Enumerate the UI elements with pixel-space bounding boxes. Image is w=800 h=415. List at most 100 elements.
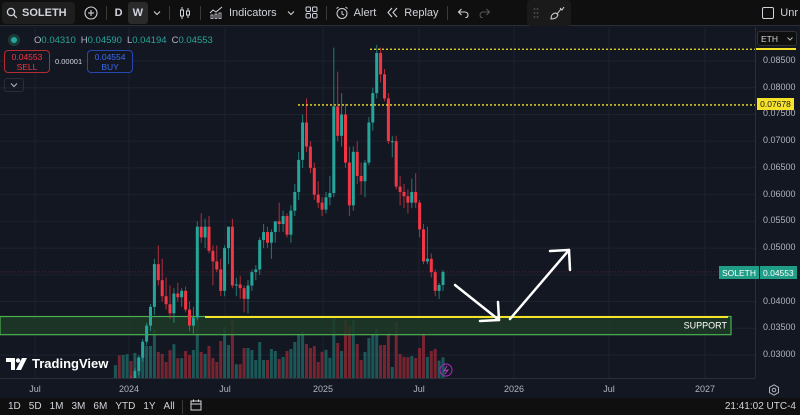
range-5d[interactable]: 5D — [28, 401, 42, 412]
tradingview-logo[interactable]: TradingView — [6, 356, 108, 371]
compare-symbol-button[interactable] — [79, 2, 103, 24]
sell-label: SELL — [16, 61, 38, 72]
top-toolbar: SOLETH D W Indicators Alert — [0, 0, 800, 26]
low-value: 0.04194 — [132, 34, 167, 46]
buy-button[interactable]: 0.04554 BUY — [87, 50, 134, 73]
close-value: 0.04553 — [178, 34, 213, 46]
divider — [325, 5, 327, 20]
right-toolbar: Unr — [762, 0, 800, 26]
price-axis[interactable]: 0.08500 0.08000 0.07500 0.07000 0.06500 0.060… — [755, 27, 800, 378]
price-tick: 0.06000 — [763, 188, 796, 199]
open-label: O — [34, 34, 42, 46]
redo-button[interactable] — [474, 2, 497, 24]
current-price-tag: SOLETH 0.04553 — [719, 266, 797, 279]
price-tick: 0.08000 — [763, 81, 796, 92]
alarm-clock-icon — [335, 6, 348, 19]
chevron-down-icon — [287, 10, 295, 15]
indicators-dropdown[interactable] — [282, 2, 300, 24]
price-tick: 0.07500 — [763, 108, 796, 119]
price-tick: 0.03000 — [763, 349, 796, 359]
interval-w-button[interactable]: W — [127, 1, 148, 24]
lightning-icon — [439, 363, 453, 377]
undo-button[interactable] — [451, 2, 474, 24]
replay-label: Replay — [404, 6, 439, 19]
alert-label: Alert — [353, 6, 377, 19]
time-tick: Jul — [413, 384, 425, 394]
redo-icon — [479, 8, 490, 18]
calendar-icon — [190, 399, 202, 411]
chart-settings-button[interactable] — [768, 383, 780, 401]
time-axis[interactable]: Jul 2024 Jul 2025 Jul 2026 Jul 2027 — [0, 378, 755, 398]
time-tick: Jul — [603, 384, 615, 394]
low-label: L — [126, 34, 133, 46]
indicators-icon — [209, 6, 223, 19]
search-icon — [6, 7, 18, 18]
gear-icon — [769, 384, 779, 396]
chart-type-button[interactable] — [173, 2, 197, 24]
divider — [199, 5, 201, 20]
level-marker-top — [756, 48, 796, 50]
indicators-button[interactable]: Indicators — [204, 2, 282, 24]
price-chart[interactable]: SUPPORT — [0, 27, 755, 378]
collapse-legend-button[interactable] — [4, 78, 24, 92]
symbol-name: SOLETH — [22, 6, 67, 19]
right-toolbar-label[interactable]: Unr — [780, 7, 798, 19]
buy-price: 0.04554 — [94, 51, 126, 62]
bottom-toolbar: 1D 5D 1M 3M 6M YTD 1Y All 21:41:02 UTC-4 — [0, 398, 800, 415]
range-ytd[interactable]: YTD — [115, 401, 136, 412]
currency-select[interactable]: ETH — [757, 31, 797, 46]
range-all[interactable]: All — [163, 401, 175, 412]
interval-dropdown[interactable] — [148, 2, 166, 24]
layouts-button[interactable] — [300, 2, 323, 24]
go-to-date-button[interactable] — [190, 399, 202, 414]
price-tick: 0.07000 — [763, 135, 796, 146]
current-symbol: SOLETH — [719, 266, 760, 279]
brush-icon[interactable] — [549, 6, 565, 20]
time-tick: 2027 — [694, 384, 716, 394]
divider — [181, 399, 183, 414]
range-3m[interactable]: 3M — [71, 401, 86, 412]
alert-button[interactable]: Alert — [330, 2, 382, 24]
close-label: C — [171, 34, 179, 46]
grid-layout-icon — [305, 6, 318, 19]
chevron-down-icon — [787, 36, 793, 41]
divider — [105, 5, 107, 20]
time-tick: 2025 — [312, 384, 334, 394]
price-tick: 0.05500 — [763, 215, 796, 226]
current-price: 0.04553 — [760, 266, 797, 279]
range-1d[interactable]: 1D — [8, 401, 21, 412]
range-1y[interactable]: 1Y — [143, 401, 156, 412]
currency-label: ETH — [761, 33, 778, 44]
time-tick: 2024 — [118, 384, 140, 394]
time-tick: 2026 — [503, 384, 525, 394]
spread-value: 0.00001 — [55, 57, 83, 66]
time-tick: Jul — [219, 384, 231, 394]
chevron-down-icon — [10, 83, 18, 88]
replay-button[interactable]: Replay — [381, 2, 443, 24]
price-tick: 0.08500 — [763, 55, 796, 65]
range-1m[interactable]: 1M — [49, 401, 64, 412]
drag-handle-icon[interactable] — [533, 7, 539, 19]
price-tick: 0.06500 — [763, 161, 796, 172]
undo-icon — [457, 8, 469, 18]
buy-label: BUY — [101, 61, 119, 72]
sell-price: 0.04553 — [11, 51, 43, 62]
symbol-search-button[interactable]: SOLETH — [2, 1, 75, 24]
candles-icon — [179, 6, 190, 19]
plus-circle-icon — [84, 5, 98, 20]
price-tick: 0.05000 — [763, 242, 796, 253]
tv-logo-icon — [6, 357, 27, 370]
logo-text: TradingView — [32, 356, 109, 371]
price-tick: 0.03500 — [763, 322, 796, 333]
drawing-toolbar-floating[interactable] — [526, 0, 571, 26]
interval-d-button[interactable]: D — [114, 6, 123, 19]
checkbox[interactable] — [762, 7, 775, 19]
range-6m[interactable]: 6M — [93, 401, 108, 412]
divider — [168, 5, 170, 20]
indicators-label: Indicators — [228, 6, 277, 19]
high-label: H — [80, 34, 88, 46]
sell-button[interactable]: 0.04553 SELL — [4, 50, 50, 73]
divider — [446, 5, 448, 20]
clock[interactable]: 21:41:02 UTC-4 — [724, 401, 796, 412]
